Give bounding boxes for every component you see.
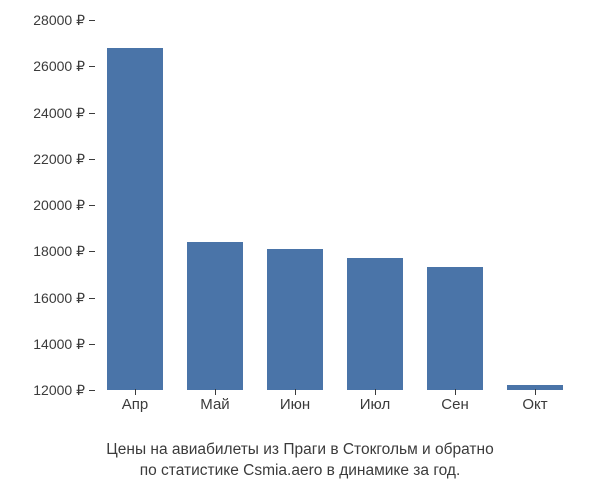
- y-axis-label: 26000 ₽: [33, 59, 85, 73]
- y-tick: [89, 205, 95, 206]
- caption-line-2: по статистике Csmia.aero в динамике за г…: [140, 462, 461, 479]
- y-tick: [89, 113, 95, 114]
- y-tick: [89, 20, 95, 21]
- y-axis-label: 20000 ₽: [33, 198, 85, 212]
- x-tick: [135, 389, 136, 395]
- y-axis-label: 14000 ₽: [33, 337, 85, 351]
- x-axis-label: Май: [200, 396, 229, 413]
- bar: [187, 242, 243, 390]
- x-tick: [215, 389, 216, 395]
- x-axis-label: Апр: [122, 396, 148, 413]
- y-tick: [89, 390, 95, 391]
- x-tick: [295, 389, 296, 395]
- x-axis-label: Сен: [441, 396, 468, 413]
- y-axis-label: 18000 ₽: [33, 244, 85, 258]
- y-tick: [89, 66, 95, 67]
- y-tick: [89, 251, 95, 252]
- bars-container: [95, 20, 575, 390]
- x-tick: [535, 389, 536, 395]
- y-axis-label: 28000 ₽: [33, 13, 85, 27]
- bar: [267, 249, 323, 390]
- y-tick: [89, 344, 95, 345]
- x-axis-label: Июл: [360, 396, 390, 413]
- x-tick: [375, 389, 376, 395]
- bar: [347, 258, 403, 390]
- plot-area: 12000 ₽14000 ₽16000 ₽18000 ₽20000 ₽22000…: [95, 20, 575, 390]
- chart-caption: Цены на авиабилеты из Праги в Стокгольм …: [0, 439, 600, 482]
- x-axis-label: Окт: [522, 396, 547, 413]
- y-axis-label: 22000 ₽: [33, 152, 85, 166]
- y-tick: [89, 298, 95, 299]
- x-axis-label: Июн: [280, 396, 310, 413]
- y-axis-label: 12000 ₽: [33, 383, 85, 397]
- price-chart: 12000 ₽ 14000 ₽ 16000 ₽ 18000 ₽ 20000 ₽ 22000…: [0, 0, 600, 500]
- y-axis-label: 16000 ₽: [33, 291, 85, 305]
- caption-line-1: Цены на авиабилеты из Праги в Стокгольм …: [106, 441, 493, 458]
- y-tick: [89, 159, 95, 160]
- x-axis: [95, 389, 575, 390]
- bar: [427, 267, 483, 390]
- y-axis-label: 24000 ₽: [33, 106, 85, 120]
- bar: [107, 48, 163, 390]
- x-tick: [455, 389, 456, 395]
